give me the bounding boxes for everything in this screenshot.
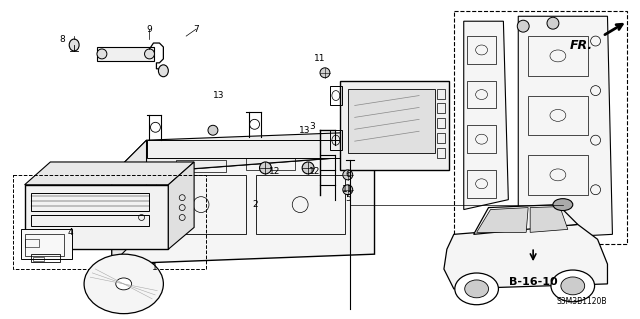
Text: 13: 13 bbox=[300, 126, 311, 135]
Polygon shape bbox=[530, 207, 568, 232]
Polygon shape bbox=[168, 162, 194, 249]
Bar bbox=[31, 193, 150, 211]
Bar bbox=[24, 185, 168, 249]
Text: 7: 7 bbox=[193, 25, 199, 33]
Ellipse shape bbox=[69, 39, 79, 51]
Ellipse shape bbox=[320, 68, 330, 78]
Bar bbox=[437, 103, 445, 114]
Ellipse shape bbox=[343, 170, 353, 180]
Bar bbox=[437, 148, 445, 158]
Ellipse shape bbox=[208, 125, 218, 135]
Ellipse shape bbox=[551, 270, 595, 302]
Text: 9: 9 bbox=[147, 25, 152, 33]
Bar bbox=[467, 170, 497, 198]
Text: 1: 1 bbox=[152, 263, 157, 271]
Ellipse shape bbox=[547, 17, 559, 29]
Bar bbox=[176, 160, 226, 172]
Text: 11: 11 bbox=[314, 54, 326, 63]
Bar bbox=[246, 158, 295, 170]
Ellipse shape bbox=[553, 199, 573, 211]
Bar bbox=[255, 175, 345, 234]
Text: 6: 6 bbox=[345, 170, 351, 179]
Bar bbox=[340, 81, 449, 170]
Ellipse shape bbox=[561, 277, 585, 295]
Bar bbox=[24, 234, 64, 256]
Bar bbox=[20, 229, 72, 259]
Bar bbox=[437, 118, 445, 128]
Bar bbox=[437, 89, 445, 99]
Ellipse shape bbox=[116, 278, 132, 290]
Ellipse shape bbox=[517, 20, 529, 32]
Bar bbox=[13, 175, 206, 269]
Bar bbox=[24, 239, 40, 247]
Text: 13: 13 bbox=[213, 91, 225, 100]
Bar bbox=[528, 96, 588, 135]
Text: 2: 2 bbox=[253, 200, 259, 209]
Ellipse shape bbox=[97, 49, 107, 59]
Bar bbox=[528, 155, 588, 195]
Ellipse shape bbox=[302, 162, 314, 174]
Bar bbox=[528, 36, 588, 76]
Ellipse shape bbox=[84, 254, 163, 314]
Polygon shape bbox=[474, 204, 578, 234]
Text: 4: 4 bbox=[67, 228, 73, 237]
Text: B-16-10: B-16-10 bbox=[509, 277, 557, 287]
Polygon shape bbox=[518, 16, 612, 239]
Ellipse shape bbox=[343, 185, 353, 195]
Bar bbox=[97, 47, 154, 61]
Bar bbox=[33, 257, 44, 261]
Polygon shape bbox=[477, 208, 528, 232]
Polygon shape bbox=[24, 162, 194, 185]
Ellipse shape bbox=[465, 280, 488, 298]
Bar bbox=[31, 254, 60, 262]
Text: 12: 12 bbox=[269, 167, 280, 176]
Bar bbox=[330, 130, 342, 150]
Ellipse shape bbox=[260, 162, 271, 174]
Ellipse shape bbox=[159, 65, 168, 77]
Polygon shape bbox=[112, 155, 374, 264]
Bar bbox=[467, 81, 497, 108]
Bar bbox=[330, 85, 342, 106]
Polygon shape bbox=[464, 21, 508, 210]
Bar bbox=[31, 214, 150, 226]
Ellipse shape bbox=[455, 273, 499, 305]
Polygon shape bbox=[112, 140, 147, 264]
Bar bbox=[437, 133, 445, 143]
Text: S3M3B1120B: S3M3B1120B bbox=[557, 297, 607, 306]
Bar bbox=[156, 175, 246, 234]
Text: 8: 8 bbox=[60, 34, 65, 44]
Text: 11: 11 bbox=[342, 185, 353, 194]
Polygon shape bbox=[112, 130, 409, 175]
Bar bbox=[467, 125, 497, 153]
Text: 12: 12 bbox=[309, 167, 321, 176]
Text: 3: 3 bbox=[309, 122, 315, 131]
Ellipse shape bbox=[145, 49, 154, 59]
Bar bbox=[454, 11, 627, 244]
Bar bbox=[147, 140, 409, 158]
Bar bbox=[348, 89, 435, 153]
Bar bbox=[467, 36, 497, 64]
Text: FR.: FR. bbox=[570, 39, 593, 52]
Polygon shape bbox=[444, 225, 607, 289]
Text: 5: 5 bbox=[345, 194, 351, 203]
